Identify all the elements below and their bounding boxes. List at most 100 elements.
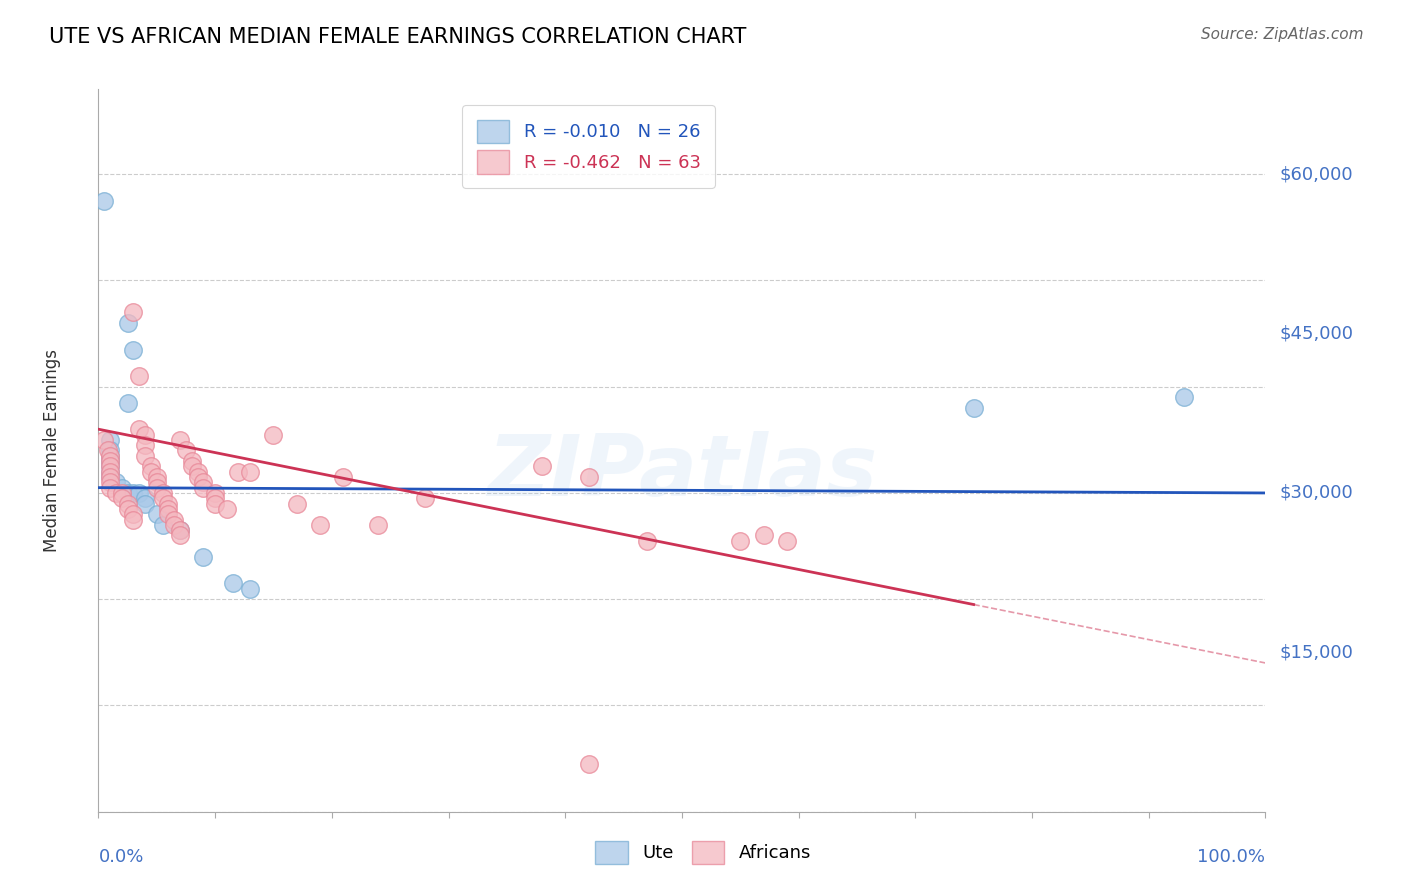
- Point: [157, 507, 180, 521]
- Point: [122, 507, 145, 521]
- Point: [122, 486, 145, 500]
- Point: [163, 512, 186, 526]
- Point: [146, 507, 169, 521]
- Point: [98, 443, 121, 458]
- Point: [134, 449, 156, 463]
- Point: [776, 533, 799, 548]
- Point: [117, 502, 139, 516]
- Point: [187, 470, 209, 484]
- Point: [98, 433, 121, 447]
- Point: [134, 427, 156, 442]
- Point: [98, 449, 121, 463]
- Point: [204, 486, 226, 500]
- Point: [146, 481, 169, 495]
- Point: [309, 517, 332, 532]
- Point: [239, 582, 262, 596]
- Point: [104, 486, 127, 500]
- Point: [152, 491, 174, 506]
- Point: [1173, 390, 1195, 404]
- Point: [111, 486, 134, 500]
- Point: [122, 512, 145, 526]
- Text: UTE VS AFRICAN MEDIAN FEMALE EARNINGS CORRELATION CHART: UTE VS AFRICAN MEDIAN FEMALE EARNINGS CO…: [49, 27, 747, 46]
- Point: [962, 401, 984, 415]
- Point: [730, 533, 752, 548]
- Point: [98, 465, 121, 479]
- Point: [180, 454, 202, 468]
- Point: [122, 343, 145, 357]
- Point: [636, 533, 658, 548]
- Point: [262, 427, 284, 442]
- Point: [98, 481, 121, 495]
- Point: [117, 316, 139, 330]
- Point: [169, 523, 191, 537]
- Text: $15,000: $15,000: [1279, 643, 1353, 661]
- Text: Median Female Earnings: Median Female Earnings: [42, 349, 60, 552]
- Point: [169, 433, 191, 447]
- Text: 100.0%: 100.0%: [1198, 847, 1265, 866]
- Point: [239, 465, 262, 479]
- Point: [122, 305, 145, 319]
- Point: [146, 470, 169, 484]
- Point: [98, 475, 121, 490]
- Text: $45,000: $45,000: [1279, 325, 1354, 343]
- Point: [111, 491, 134, 506]
- Point: [104, 475, 127, 490]
- Point: [98, 470, 121, 484]
- Point: [204, 497, 226, 511]
- Point: [152, 517, 174, 532]
- Point: [98, 459, 121, 474]
- Point: [152, 486, 174, 500]
- Point: [169, 523, 191, 537]
- Point: [180, 459, 202, 474]
- Point: [578, 470, 600, 484]
- Text: Source: ZipAtlas.com: Source: ZipAtlas.com: [1201, 27, 1364, 42]
- Text: ZIPatlas: ZIPatlas: [486, 431, 877, 514]
- Point: [128, 486, 150, 500]
- Point: [413, 491, 436, 506]
- Text: 0.0%: 0.0%: [98, 847, 143, 866]
- Legend: Ute, Africans: Ute, Africans: [581, 826, 825, 879]
- Point: [169, 528, 191, 542]
- Point: [367, 517, 389, 532]
- Point: [228, 465, 250, 479]
- Point: [93, 433, 115, 447]
- Text: $60,000: $60,000: [1279, 165, 1353, 183]
- Point: [193, 475, 215, 490]
- Point: [215, 502, 238, 516]
- Point: [128, 369, 150, 384]
- Point: [111, 481, 134, 495]
- Point: [204, 491, 226, 506]
- Point: [578, 756, 600, 771]
- Text: $30,000: $30,000: [1279, 484, 1353, 502]
- Point: [97, 443, 120, 458]
- Point: [752, 528, 775, 542]
- Point: [98, 465, 121, 479]
- Point: [221, 576, 243, 591]
- Point: [117, 497, 139, 511]
- Point: [163, 517, 186, 532]
- Point: [530, 459, 553, 474]
- Point: [139, 465, 162, 479]
- Point: [117, 486, 139, 500]
- Point: [134, 438, 156, 452]
- Point: [98, 470, 121, 484]
- Point: [128, 422, 150, 436]
- Point: [98, 454, 121, 468]
- Point: [117, 395, 139, 409]
- Point: [93, 194, 115, 208]
- Point: [98, 449, 121, 463]
- Point: [285, 497, 308, 511]
- Point: [139, 459, 162, 474]
- Legend: R = -0.010   N = 26, R = -0.462   N = 63: R = -0.010 N = 26, R = -0.462 N = 63: [463, 105, 716, 188]
- Point: [332, 470, 354, 484]
- Point: [193, 549, 215, 564]
- Point: [98, 454, 121, 468]
- Point: [98, 459, 121, 474]
- Point: [174, 443, 197, 458]
- Point: [193, 481, 215, 495]
- Point: [157, 502, 180, 516]
- Point: [134, 491, 156, 506]
- Point: [187, 465, 209, 479]
- Point: [134, 497, 156, 511]
- Point: [157, 497, 180, 511]
